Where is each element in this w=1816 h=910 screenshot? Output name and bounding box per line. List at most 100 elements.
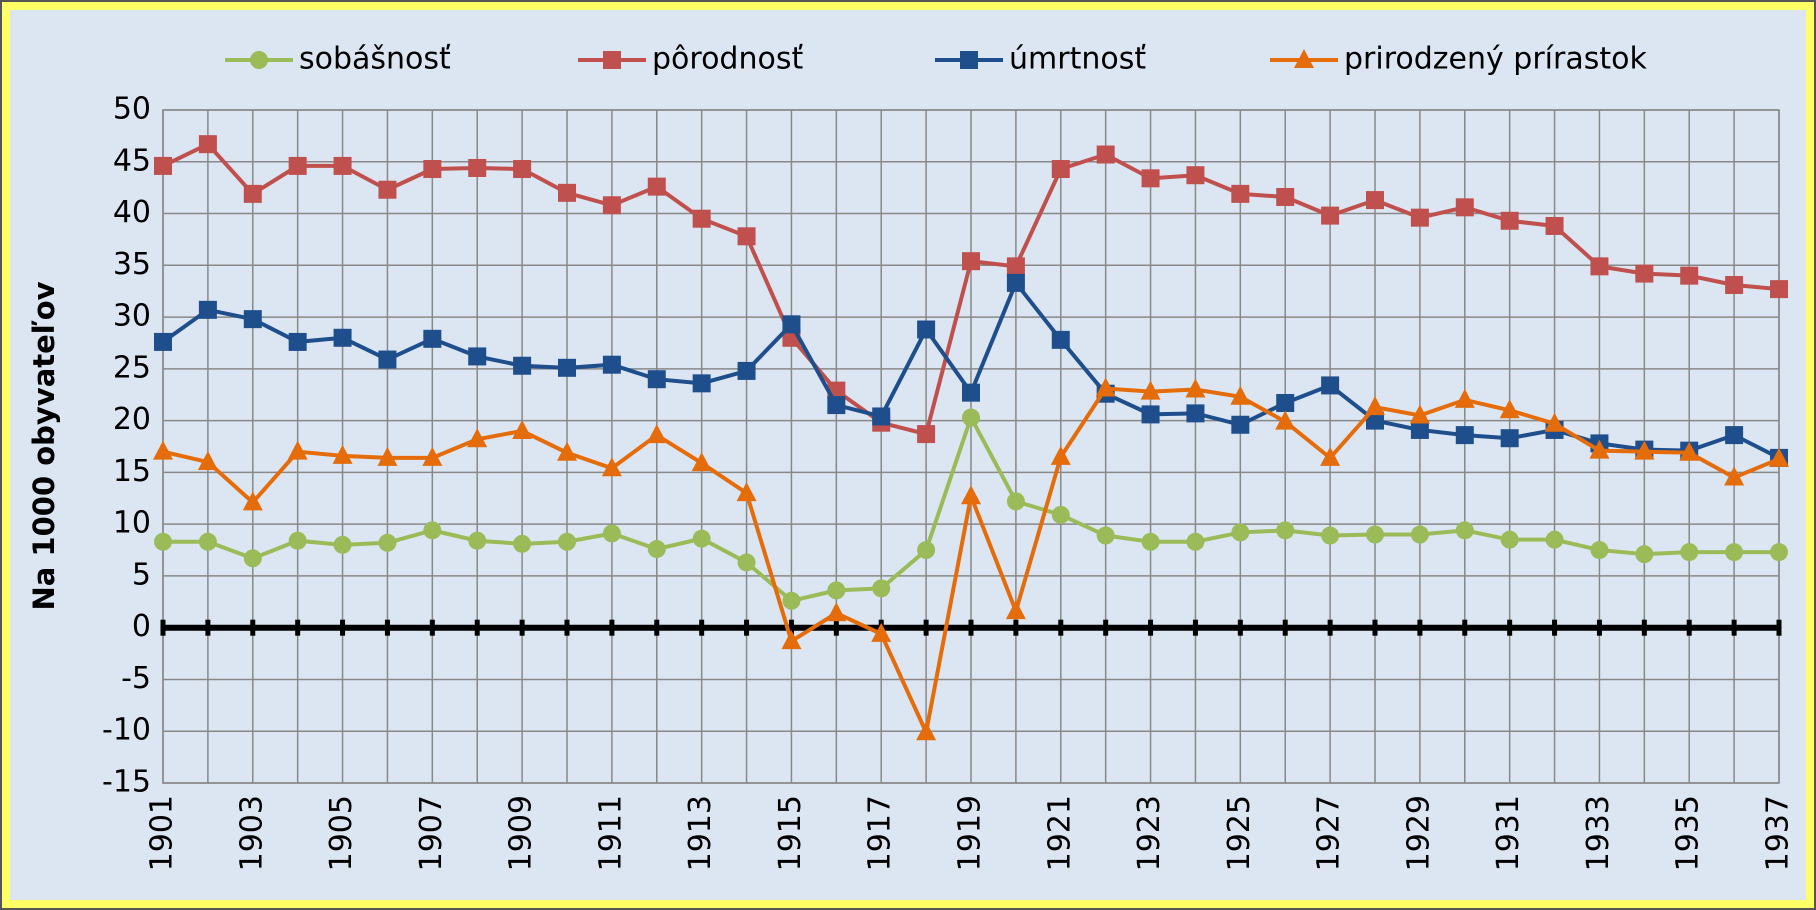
data-point	[647, 177, 666, 196]
data-point	[601, 457, 622, 477]
data-point	[333, 328, 352, 347]
data-point	[1186, 404, 1205, 423]
data-point	[154, 156, 172, 175]
data-point	[468, 347, 487, 366]
data-point	[827, 396, 846, 415]
data-point	[917, 541, 936, 560]
y-tick-label: 45	[113, 143, 151, 178]
data-point	[153, 440, 173, 460]
y-axis-label: Na 1000 obyvateľov	[27, 281, 61, 610]
data-point	[1366, 191, 1384, 210]
x-tick-label: 1907	[414, 795, 449, 871]
data-point	[647, 370, 666, 389]
data-point	[646, 424, 667, 444]
data-point	[1725, 275, 1744, 294]
x-tick-label: 1929	[1401, 795, 1436, 871]
data-point	[1051, 505, 1070, 524]
data-point	[1050, 445, 1071, 465]
data-point	[423, 160, 442, 179]
data-point	[1680, 543, 1699, 562]
data-point	[154, 332, 172, 351]
data-point	[1635, 264, 1654, 283]
y-tick-label: 30	[113, 299, 151, 334]
data-point	[558, 358, 576, 377]
data-point	[1051, 160, 1070, 179]
data-point	[1770, 543, 1788, 562]
legend-marker	[603, 51, 621, 69]
data-point	[1590, 541, 1609, 560]
data-point	[288, 156, 307, 175]
data-point	[1321, 376, 1340, 395]
data-point	[1096, 145, 1115, 164]
data-point	[1499, 399, 1520, 419]
data-point	[468, 531, 487, 550]
data-point	[602, 196, 621, 215]
y-tick-label: -10	[102, 713, 151, 748]
y-tick-label: -15	[102, 765, 151, 800]
data-point	[1635, 545, 1654, 564]
x-tick-label: 1913	[683, 795, 718, 871]
x-tick-label: 1933	[1581, 795, 1616, 871]
data-point	[781, 630, 802, 650]
x-tick-label: 1917	[863, 795, 898, 871]
y-tick-label: 50	[113, 92, 151, 127]
data-point	[557, 441, 577, 461]
data-point	[647, 540, 666, 559]
data-point	[602, 524, 621, 543]
data-point	[1544, 412, 1565, 432]
data-point	[198, 135, 217, 154]
data-point	[782, 591, 801, 610]
data-point	[468, 158, 487, 177]
data-point	[872, 407, 891, 426]
data-point	[154, 532, 172, 551]
data-point	[737, 227, 756, 246]
data-point	[1365, 396, 1385, 416]
data-point	[1095, 377, 1116, 397]
data-point	[1500, 530, 1519, 549]
data-point	[826, 602, 847, 622]
x-tick-label: 1927	[1312, 795, 1347, 871]
data-point	[1051, 330, 1070, 349]
y-tick-label: 0	[132, 609, 151, 644]
data-point	[1589, 439, 1610, 459]
data-point	[1005, 600, 1026, 620]
x-tick-label: 1909	[504, 795, 539, 871]
legend-marker	[1294, 49, 1314, 68]
data-point	[1141, 169, 1160, 188]
data-point	[1320, 446, 1341, 466]
data-point	[1185, 378, 1206, 398]
data-point	[1500, 211, 1519, 230]
data-point	[1366, 411, 1384, 430]
data-point	[1500, 429, 1519, 448]
data-point	[512, 419, 533, 439]
x-tick-label: 1911	[593, 795, 628, 871]
data-point	[782, 315, 801, 334]
data-point	[1276, 521, 1295, 540]
data-point	[1455, 521, 1474, 540]
data-point	[1725, 543, 1744, 562]
legend-label: úmrtnosť	[1009, 42, 1146, 77]
data-point	[513, 356, 532, 375]
data-point	[1725, 426, 1744, 445]
data-point	[378, 533, 397, 552]
data-point	[1276, 394, 1295, 413]
data-point	[1634, 440, 1655, 460]
data-point	[513, 160, 532, 179]
data-point	[243, 184, 262, 203]
data-point	[1321, 526, 1340, 545]
data-point	[377, 446, 398, 466]
y-tick-label: 5	[132, 557, 151, 592]
data-point	[243, 310, 262, 329]
data-point	[197, 451, 218, 471]
data-point	[1680, 266, 1699, 285]
data-point	[1231, 415, 1250, 434]
data-point	[333, 535, 352, 554]
data-point	[1186, 166, 1205, 185]
data-point	[602, 355, 621, 374]
data-point	[1006, 273, 1025, 292]
data-point	[1141, 405, 1160, 424]
data-point	[1590, 257, 1609, 276]
data-point	[467, 428, 488, 448]
data-point	[1769, 447, 1789, 467]
